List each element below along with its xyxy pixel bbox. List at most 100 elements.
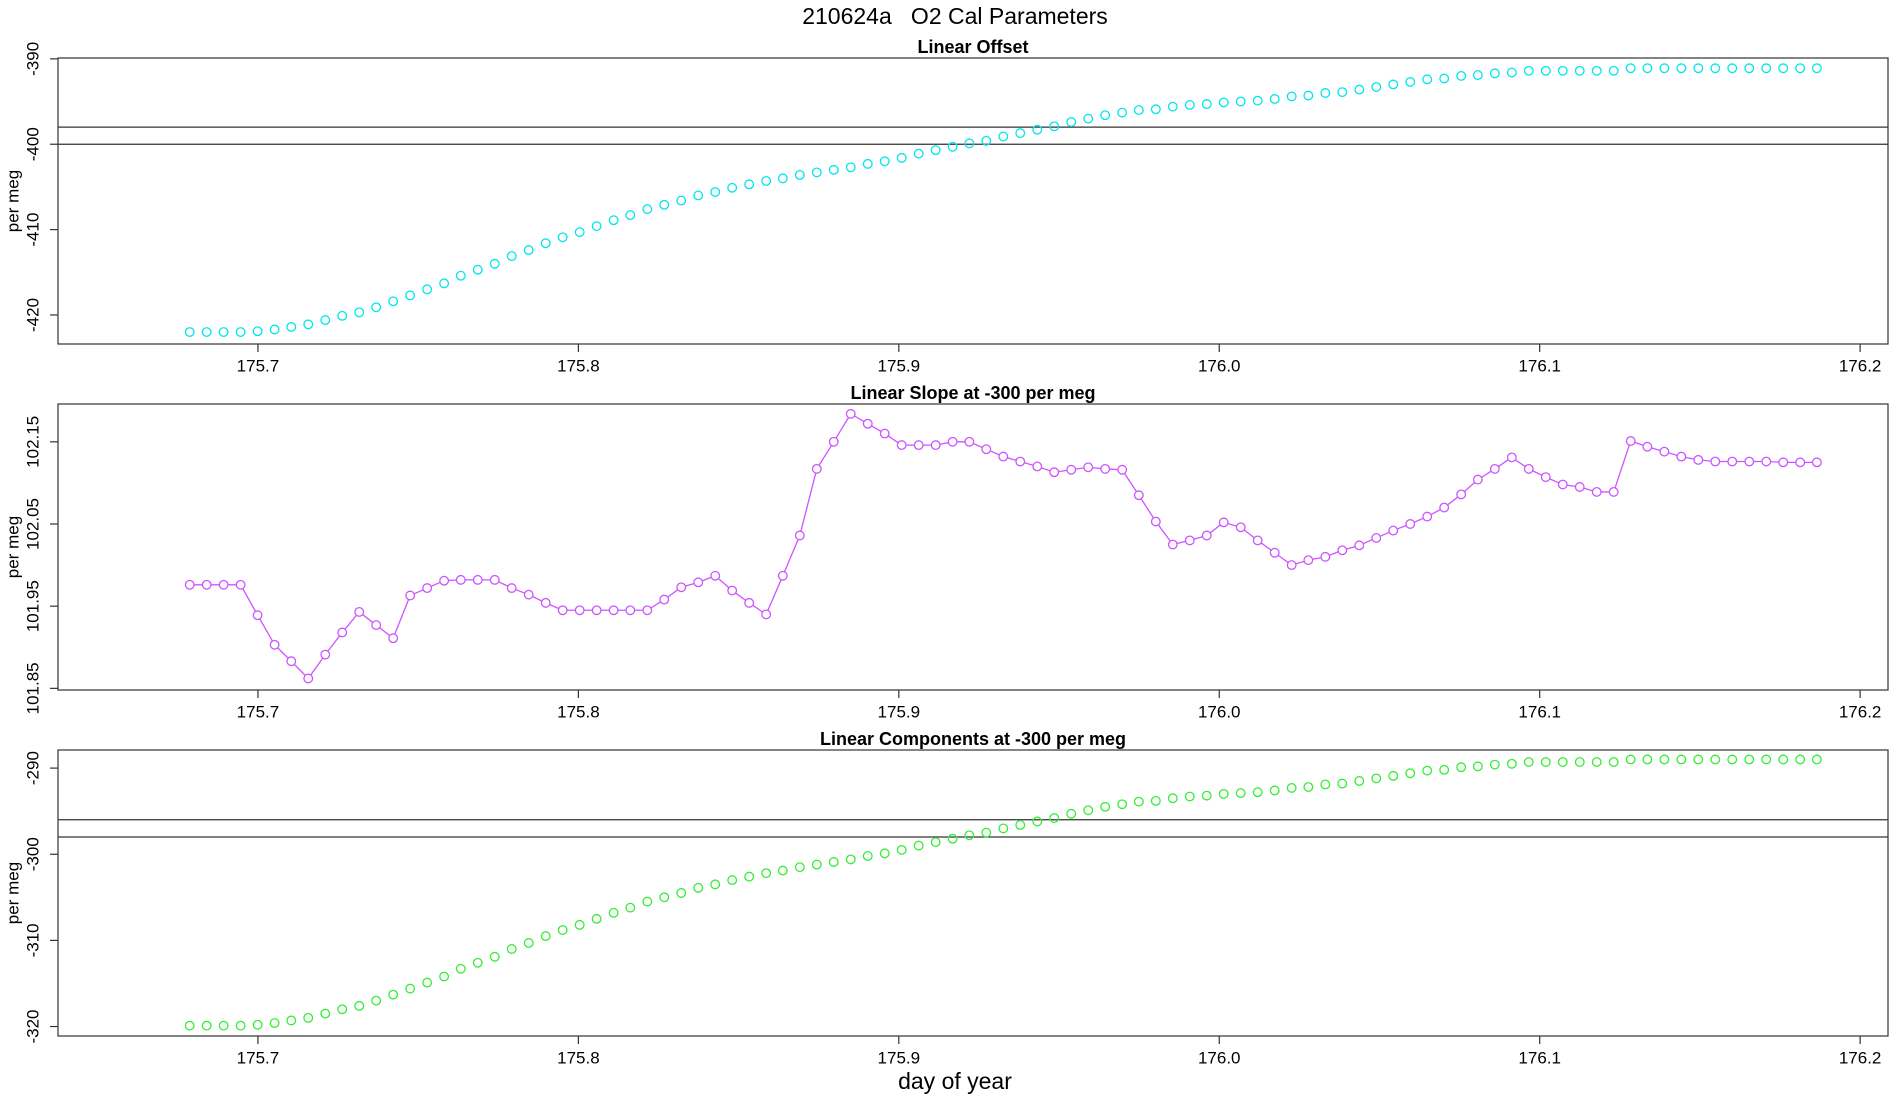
data-point: [947, 833, 958, 844]
data-point: [1269, 785, 1280, 796]
data-point: [913, 840, 924, 851]
data-point: [540, 597, 551, 608]
data-point: [1439, 73, 1450, 84]
data-point: [1523, 757, 1534, 768]
data-point: [1371, 82, 1382, 92]
data-point: [1761, 456, 1772, 467]
y-tick-label: 101.95: [23, 580, 42, 632]
x-tick-label: 175.8: [557, 356, 600, 375]
x-axis-label: day of year: [898, 1068, 1012, 1094]
y-axis-label: per meg: [3, 170, 22, 232]
data-point: [1235, 522, 1246, 533]
data-point: [710, 187, 721, 197]
data-point: [1269, 547, 1280, 558]
data-point: [1354, 540, 1365, 551]
data-point: [320, 649, 331, 660]
data-point: [540, 931, 551, 942]
data-point: [964, 138, 975, 149]
data-point: [879, 156, 890, 167]
x-tick-label: 175.9: [878, 1048, 921, 1067]
data-point: [1201, 99, 1212, 110]
data-point: [1693, 63, 1704, 74]
data-point: [1150, 104, 1161, 115]
data-point: [1574, 65, 1585, 76]
data-point: [1795, 63, 1806, 74]
data-point: [269, 1018, 280, 1029]
data-point: [1456, 762, 1467, 773]
data-point: [1133, 105, 1144, 116]
data-point: [727, 182, 738, 193]
data-point: [1032, 816, 1043, 827]
data-point: [439, 278, 450, 289]
data-point: [354, 606, 365, 617]
x-tick-label: 175.8: [557, 1048, 600, 1067]
data-point: [828, 857, 839, 867]
data-point: [337, 1004, 348, 1015]
data-point: [1405, 76, 1416, 87]
data-point: [1676, 754, 1687, 765]
data-point: [371, 302, 382, 313]
data-point: [354, 307, 365, 318]
data-point: [1388, 525, 1399, 536]
data-point: [1133, 796, 1144, 807]
y-axis-label: per meg: [3, 516, 22, 578]
x-tick-label: 175.9: [878, 356, 921, 375]
data-point: [1557, 65, 1568, 76]
data-point: [642, 605, 653, 616]
data-point: [1201, 790, 1212, 801]
data-point: [1659, 754, 1670, 765]
data-point: [1015, 128, 1026, 139]
data-point: [455, 963, 466, 974]
data-point: [371, 620, 382, 631]
data-point: [1811, 754, 1822, 765]
data-point: [506, 251, 517, 262]
data-point: [693, 882, 704, 893]
data-point: [930, 837, 941, 848]
y-tick-label: -300: [23, 837, 42, 871]
x-tick-label: 175.8: [557, 702, 600, 721]
data-point: [337, 627, 348, 638]
y-tick-label: 101.85: [23, 662, 42, 714]
data-point: [744, 179, 755, 190]
data-point: [676, 195, 687, 206]
x-tick-label: 175.7: [237, 702, 280, 721]
data-point: [1523, 65, 1534, 76]
data-point: [218, 327, 229, 337]
data-point: [1100, 110, 1111, 121]
data-point: [388, 989, 399, 1000]
data-point: [439, 575, 450, 586]
y-tick-label: 102.15: [23, 416, 42, 468]
data-point: [879, 848, 890, 859]
data-point: [1811, 63, 1822, 74]
data-point: [405, 290, 416, 301]
data-point: [896, 152, 907, 163]
data-point: [625, 902, 636, 913]
data-point: [1523, 463, 1534, 474]
data-point: [1117, 464, 1128, 475]
data-point: [1235, 96, 1246, 107]
data-point: [1506, 67, 1517, 78]
figure-title: 210624a O2 Cal Parameters: [802, 3, 1108, 29]
data-point: [1405, 519, 1416, 529]
data-point: [557, 925, 568, 935]
data-point: [1422, 74, 1433, 85]
data-point: [201, 579, 212, 590]
data-point: [1439, 502, 1450, 513]
data-point: [422, 977, 433, 988]
data-point: [574, 919, 585, 930]
data-point: [777, 570, 788, 581]
data-point: [354, 1000, 365, 1011]
data-point: [184, 327, 195, 337]
data-point: [320, 315, 331, 326]
data-point: [625, 605, 636, 616]
data-point: [218, 1020, 229, 1031]
data-point: [1659, 446, 1670, 457]
data-point: [1489, 759, 1500, 770]
data-point: [981, 827, 992, 838]
data-point: [1591, 757, 1602, 768]
data-point: [1286, 560, 1297, 571]
data-point: [1015, 456, 1026, 467]
data-point: [303, 673, 314, 684]
data-point: [574, 227, 585, 238]
data-point: [1066, 464, 1077, 475]
